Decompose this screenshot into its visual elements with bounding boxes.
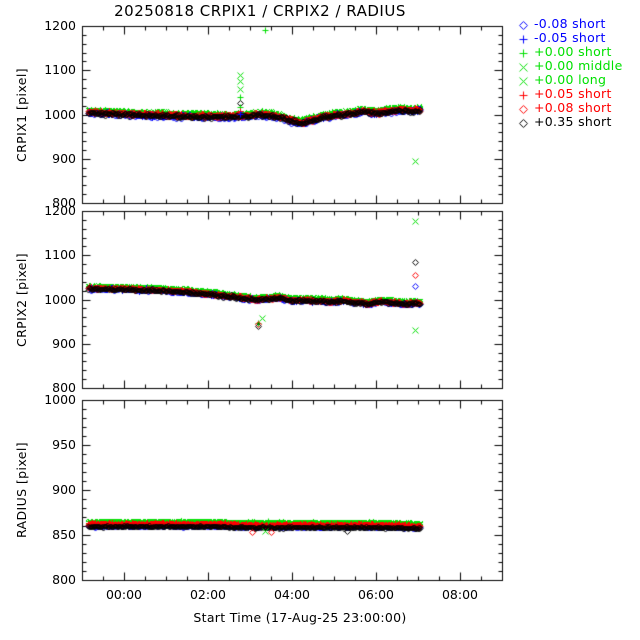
y-axis-tick-label: 850 (52, 527, 76, 542)
y-axis-title: CRPIX1 [pixel] (13, 67, 29, 162)
y-axis-tick-label: 800 (52, 572, 76, 587)
legend-marker-icon (516, 18, 530, 32)
legend-marker-icon (516, 32, 530, 46)
legend-item-label: +0.00 long (534, 72, 607, 87)
legend-item-label: +0.00 short (534, 44, 612, 59)
legend-marker-icon (516, 46, 530, 60)
legend-item-label: +0.05 short (534, 86, 612, 101)
legend-marker-icon (516, 74, 530, 88)
y-axis-tick-label: 900 (52, 482, 76, 497)
x-axis-tick-label: 04:00 (273, 587, 311, 602)
legend-item-label: -0.08 short (534, 16, 606, 31)
y-axis-tick-label: 800 (52, 195, 76, 210)
y-axis-tick-label: 1100 (44, 247, 76, 262)
legend-item[interactable]: +0.05 short (516, 86, 640, 102)
y-axis-tick-label: 1000 (44, 292, 76, 307)
x-axis-tick-label: 06:00 (357, 587, 395, 602)
legend-marker-icon (516, 88, 530, 102)
legend-item[interactable]: -0.05 short (516, 30, 640, 46)
page-title: 20250818 CRPIX1 / CRPIX2 / RADIUS (114, 2, 406, 20)
y-axis-tick-label: 950 (52, 437, 76, 452)
y-axis-title: RADIUS [pixel] (13, 441, 29, 539)
legend-item-label: -0.05 short (534, 30, 606, 45)
legend: -0.08 short -0.05 short +0.00 short +0.0… (516, 16, 640, 130)
legend-item-label: +0.00 middle (534, 58, 623, 73)
y-axis-tick-label: 900 (52, 151, 76, 166)
y-axis-tick-label: 1200 (44, 18, 76, 33)
legend-item-label: +0.08 short (534, 100, 612, 115)
y-axis-tick-label: 900 (52, 336, 76, 351)
y-axis-tick-label: 1000 (44, 107, 76, 122)
legend-item[interactable]: +0.00 long (516, 72, 640, 88)
y-axis-tick-label: 1200 (44, 203, 76, 218)
legend-item[interactable]: -0.08 short (516, 16, 640, 32)
legend-marker-icon (516, 60, 530, 74)
y-axis-tick-label: 800 (52, 380, 76, 395)
x-axis-title: Start Time (17-Aug-25 23:00:00) (193, 610, 407, 625)
legend-marker-icon (516, 102, 530, 116)
x-axis-tick-label: 02:00 (189, 587, 227, 602)
y-axis-tick-label: 1100 (44, 62, 76, 77)
x-axis-tick-label: 00:00 (105, 587, 143, 602)
x-axis-tick-label: 08:00 (441, 587, 479, 602)
legend-item[interactable]: +0.08 short (516, 100, 640, 116)
legend-item[interactable]: +0.00 short (516, 44, 640, 60)
legend-item[interactable]: +0.00 middle (516, 58, 640, 74)
legend-marker-icon (516, 116, 530, 130)
y-axis-title: CRPIX2 [pixel] (13, 252, 29, 347)
legend-item-label: +0.35 short (534, 114, 612, 129)
legend-item[interactable]: +0.35 short (516, 114, 640, 130)
y-axis-tick-label: 1000 (44, 392, 76, 407)
